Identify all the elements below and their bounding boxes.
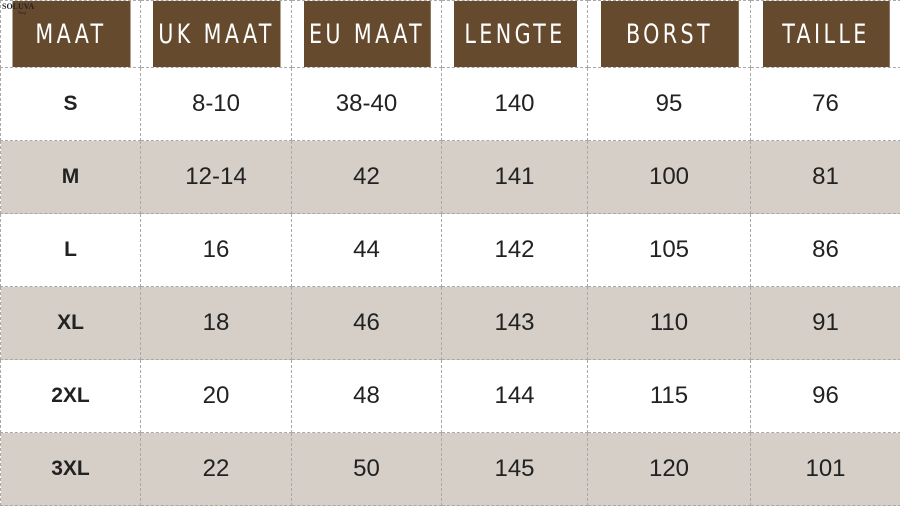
table-cell: 46 (291, 286, 442, 360)
table-cell: 120 (587, 432, 751, 506)
table-cell: 142 (441, 213, 588, 287)
table-cell: 44 (291, 213, 442, 287)
column-header: EU MAAT (302, 0, 431, 68)
size-cell: S (0, 67, 141, 141)
table-row: M 12-14 42 141 100 81 (0, 140, 900, 214)
table-row: 2XL 20 48 144 115 96 (0, 359, 900, 433)
table-row: L 16 44 142 105 86 (0, 213, 900, 287)
header-row: MAAT UK MAAT EU MAAT LENGTE BORST TAILLE (1, 0, 900, 68)
table-cell: 48 (291, 359, 442, 433)
table-row: 3XL 22 50 145 120 101 (0, 432, 900, 506)
table-cell: 95 (587, 67, 751, 141)
table-cell: 81 (750, 140, 900, 214)
table-cell: 140 (441, 67, 588, 141)
column-header: UK MAAT (151, 0, 281, 68)
table-cell: 96 (750, 359, 900, 433)
table-cell: 42 (291, 140, 442, 214)
table-cell: 20 (140, 359, 292, 433)
column-header: MAAT (10, 0, 131, 68)
table-cell: 110 (587, 286, 751, 360)
table-cell: 86 (750, 213, 900, 287)
table-cell: 12-14 (140, 140, 292, 214)
size-cell: 3XL (0, 432, 141, 506)
table-cell: 143 (441, 286, 588, 360)
table-cell: 22 (140, 432, 292, 506)
column-header: LENGTE (452, 0, 577, 68)
table-cell: 100 (587, 140, 751, 214)
table-row: S 8-10 38-40 140 95 76 (0, 67, 900, 141)
table-cell: 76 (750, 67, 900, 141)
size-cell: XL (0, 286, 141, 360)
size-cell: 2XL (0, 359, 141, 433)
table-cell: 145 (441, 432, 588, 506)
size-cell: M (0, 140, 141, 214)
table-cell: 38-40 (291, 67, 442, 141)
table-cell: 91 (750, 286, 900, 360)
table-cell: 16 (140, 213, 292, 287)
table-row: XL 18 46 143 110 91 (0, 286, 900, 360)
table-cell: 141 (441, 140, 588, 214)
column-header: BORST (599, 0, 739, 68)
table-cell: 50 (291, 432, 442, 506)
table-cell: 105 (587, 213, 751, 287)
table-cell: 8-10 (140, 67, 292, 141)
table-cell: 144 (441, 359, 588, 433)
table-cell: 18 (140, 286, 292, 360)
table-cell: 101 (750, 432, 900, 506)
size-cell: L (0, 213, 141, 287)
column-header: TAILLE (761, 0, 890, 68)
logo: SOLUVA Shop (2, 2, 35, 15)
table-cell: 115 (587, 359, 751, 433)
